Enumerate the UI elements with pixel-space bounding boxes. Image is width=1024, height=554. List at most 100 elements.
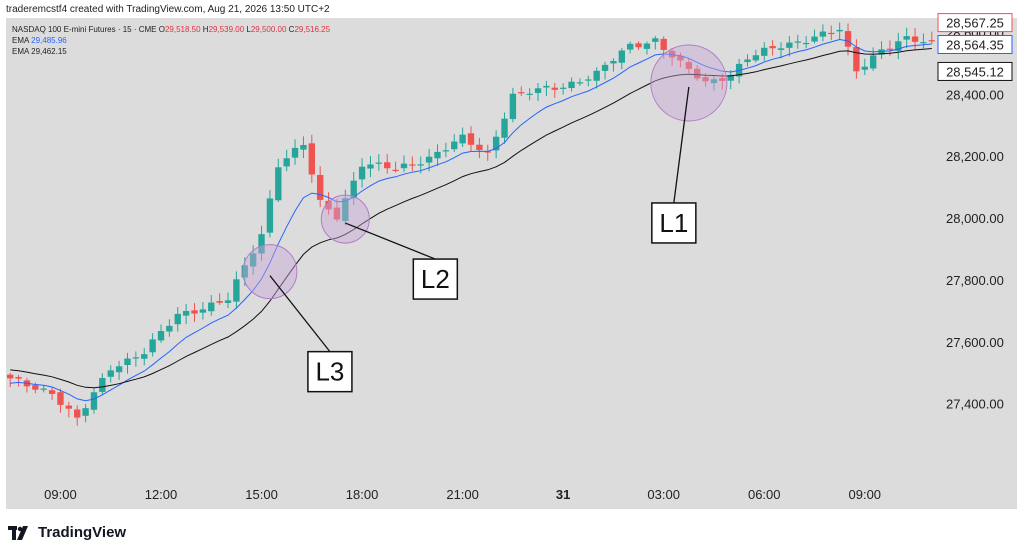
candle-body: [141, 354, 148, 359]
candle-body: [90, 392, 98, 410]
candle-body: [325, 200, 332, 210]
candle-body: [166, 325, 173, 332]
candle-body: [451, 141, 458, 150]
candle-body: [526, 93, 533, 95]
candle-body: [618, 50, 625, 63]
candle-body: [903, 36, 910, 40]
candle-body: [869, 55, 877, 69]
candle-body: [828, 32, 835, 35]
x-tick-label: 31: [556, 487, 570, 502]
candle-body: [308, 143, 315, 175]
annotation-label: L1: [659, 208, 688, 238]
candle-body: [57, 392, 64, 405]
annotation-box: [651, 202, 697, 244]
y-tick-label: 27,600.00: [946, 335, 1004, 350]
x-tick-label: 18:00: [346, 487, 379, 502]
tradingview-brand[interactable]: TradingView: [8, 524, 126, 541]
candle-body: [266, 198, 274, 233]
candle-body: [333, 207, 341, 220]
candle-body: [199, 309, 207, 313]
y-tick-label: 28,000.00: [946, 211, 1004, 226]
candle-body: [878, 49, 885, 55]
annotation-circle: [242, 244, 298, 300]
candle-body: [911, 36, 919, 42]
price-label-box: [937, 34, 1013, 54]
ema-slow-line: [10, 48, 932, 389]
chart-header: traderemcstf4 created with TradingView.c…: [6, 4, 330, 15]
annotation-circle: [650, 44, 728, 122]
candle-body: [317, 175, 324, 200]
x-tick-label: 03:00: [647, 487, 680, 502]
candle-body: [107, 370, 114, 377]
legend-symbol-row: NASDAQ 100 E-mini Futures · 15 · CME O29…: [12, 24, 330, 35]
candle-body: [174, 313, 181, 325]
price-label-box: [937, 13, 1013, 33]
header-text: traderemcstf4 created with TradingView.c…: [6, 4, 330, 15]
candle-body: [643, 43, 651, 49]
candle-body: [576, 82, 584, 84]
candle-body: [836, 29, 843, 32]
candle-body: [191, 310, 198, 314]
legend-high: 29,539.00: [208, 25, 245, 34]
candle-body: [601, 64, 609, 71]
candle-body: [7, 374, 14, 379]
candle-body: [484, 151, 491, 153]
candle-body: [208, 302, 215, 312]
x-tick-label: 06:00: [748, 487, 781, 502]
candle-body: [434, 151, 441, 159]
candle-body: [115, 366, 123, 373]
candle-body: [920, 42, 927, 44]
legend-ema-slow-label: EMA: [12, 47, 29, 56]
legend-ema-slow-row: EMA 29,462.15: [12, 46, 330, 57]
candle-body: [568, 81, 575, 89]
candle-body: [417, 164, 424, 166]
legend-high-label: H: [202, 25, 209, 34]
y-tick-label: 28,200.00: [946, 149, 1004, 164]
candle-body: [400, 163, 408, 169]
legend-close-label: C: [288, 25, 295, 34]
candle-body: [358, 166, 366, 180]
candle-body: [844, 31, 852, 47]
candle-body: [467, 133, 475, 145]
y-tick-label: 28,400.00: [946, 87, 1004, 102]
candle-body: [710, 79, 718, 84]
candle-body: [585, 79, 592, 81]
candle-body: [15, 376, 22, 379]
candle-body: [375, 162, 383, 164]
candle-body: [627, 43, 634, 50]
chart-legend: NASDAQ 100 E-mini Futures · 15 · CME O29…: [12, 24, 330, 57]
candle-body: [786, 42, 793, 48]
candle-body: [811, 36, 818, 42]
candle-body: [48, 390, 56, 394]
x-tick-label: 21:00: [446, 487, 479, 502]
candle-body: [275, 167, 282, 201]
candle-body: [476, 144, 483, 150]
candle-body: [300, 144, 307, 150]
candle-body: [551, 87, 558, 90]
candle-body: [459, 134, 466, 144]
candle-body: [534, 88, 542, 94]
legend-close: 29,516.25: [294, 25, 331, 34]
candle-body: [593, 70, 600, 81]
annotation-arrow: [269, 275, 331, 353]
legend-symbol: NASDAQ 100 E-mini Futures · 15 · CME: [12, 25, 157, 34]
candle-body: [777, 48, 785, 50]
annotation-circle: [320, 194, 370, 244]
candle-body: [241, 265, 248, 278]
legend-low-label: L: [246, 25, 251, 34]
candle-body: [149, 339, 156, 353]
candle-body: [802, 42, 810, 45]
candle-body: [99, 377, 106, 392]
y-tick-label: 27,800.00: [946, 273, 1004, 288]
candle-body: [752, 55, 760, 61]
candle-body: [384, 162, 391, 169]
candle-body: [350, 180, 357, 199]
price-label-box: [937, 61, 1013, 81]
candle-body: [727, 74, 734, 81]
legend-open: 29,518.50: [164, 25, 201, 34]
legend-ema-fast-value: 29,485.96: [31, 36, 67, 45]
candle-body: [216, 301, 223, 303]
candle-body: [543, 85, 550, 88]
candle-body: [559, 87, 567, 89]
